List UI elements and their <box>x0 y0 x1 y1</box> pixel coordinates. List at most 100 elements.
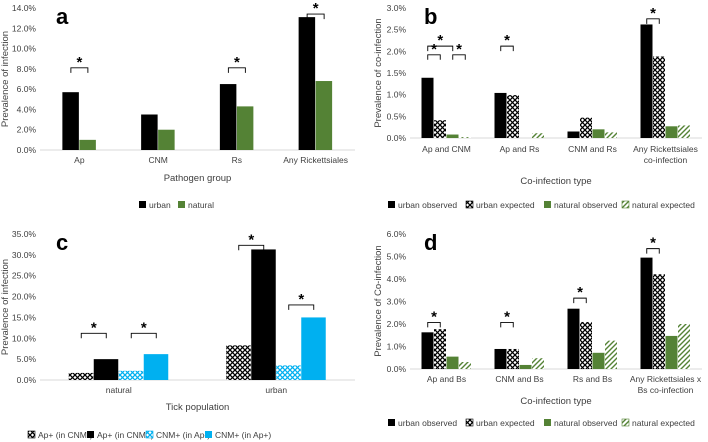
y-tick-label: 2.0% <box>387 46 407 56</box>
category-label: Bs co-infection <box>638 385 694 395</box>
significance-bracket <box>227 67 246 73</box>
bar-ap-in-cnm- <box>251 249 276 380</box>
category-label: Any Rickettsiales <box>283 155 348 165</box>
legend-label: urban expected <box>476 418 535 428</box>
bar-natural <box>79 139 96 150</box>
significance-star: * <box>437 32 443 49</box>
legend-swatch <box>388 201 395 208</box>
bar-urban-observed <box>494 348 507 369</box>
y-axis-label: Prevalence of infection <box>0 31 11 127</box>
bar-urban-expected <box>434 120 446 138</box>
legend-label: Ap+ (in CNM-) <box>38 430 93 440</box>
legend-label: CNM+ (in Ap-) <box>156 430 210 440</box>
bar-urban-observed <box>567 308 580 369</box>
legend-swatch <box>465 418 474 427</box>
y-tick-label: 1.0% <box>387 90 407 100</box>
bar-natural-observed <box>592 129 605 138</box>
legend-label: natural observed <box>554 200 618 210</box>
y-tick-label: 5.0% <box>17 354 37 364</box>
y-tick-label: 15.0% <box>12 312 37 322</box>
bar-natural-observed <box>519 364 532 369</box>
bar-urban-expected <box>507 95 519 138</box>
y-tick-label: 12.0% <box>12 23 37 33</box>
significance-star: * <box>504 308 510 325</box>
bar-natural-expected <box>459 362 471 369</box>
significance-bracket <box>500 321 514 328</box>
y-tick-label: 35.0% <box>12 229 37 239</box>
significance-star: * <box>577 284 583 301</box>
y-tick-label: 0.0% <box>17 145 37 155</box>
bar-urban <box>141 114 158 150</box>
bar-ap-in-cnm- <box>68 372 94 380</box>
legend-label: CNM+ (in Ap+) <box>215 430 271 440</box>
y-tick-label: 2.5% <box>387 25 407 35</box>
significance-bracket <box>573 297 587 304</box>
legend-swatch <box>544 201 551 208</box>
legend-label: natural <box>188 200 214 210</box>
bar-natural <box>158 129 175 150</box>
category-label: Ap and CNM <box>422 144 471 154</box>
y-tick-label: 5.0% <box>387 252 407 262</box>
bar-urban-expected <box>653 274 665 369</box>
y-tick-label: 0.5% <box>387 111 407 121</box>
category-label: Any Rickettsiales <box>633 144 698 154</box>
x-axis-label: Co-infection type <box>520 176 591 187</box>
significance-star: * <box>431 308 437 325</box>
significance-star: * <box>650 5 656 22</box>
legend-label: natural observed <box>554 418 618 428</box>
legend-swatch <box>621 418 630 427</box>
bar-natural-expected <box>678 324 690 369</box>
category-label: Ap <box>74 155 85 165</box>
bar-natural-expected <box>605 340 617 369</box>
y-tick-label: 2.0% <box>387 319 407 329</box>
panel-c-chart: 0.0% 5.0% 10.0% 15.0% 20.0% 25.0% 30.0% 35.0% na… <box>0 229 355 440</box>
y-tick-label: 25.0% <box>12 271 37 281</box>
significance-star: * <box>456 41 462 58</box>
category-label: Rs <box>232 155 242 165</box>
bar-natural-observed <box>446 134 459 138</box>
legend-swatch <box>205 431 212 438</box>
category-label: Rs and Bs <box>573 374 612 384</box>
panel-label: d <box>424 230 437 255</box>
significance-bracket <box>427 45 454 52</box>
category-label: natural <box>106 385 132 395</box>
y-tick-label: 6.0% <box>17 84 37 94</box>
y-tick-label: 2.0% <box>17 125 37 135</box>
bar-urban-observed <box>640 24 653 138</box>
significance-star: * <box>504 32 510 49</box>
y-tick-label: 0.0% <box>17 375 37 385</box>
x-axis-label: Pathogen group <box>164 173 232 184</box>
panel-label: a <box>56 4 69 29</box>
bar-urban-observed <box>567 131 580 138</box>
bar-natural-expected <box>459 137 471 138</box>
legend-swatch <box>139 201 146 208</box>
x-axis-label: Co-infection type <box>520 396 591 407</box>
significance-bracket <box>288 304 315 310</box>
category-label: Ap and Bs <box>427 374 466 384</box>
bar-natural-observed <box>592 352 605 369</box>
significance-star: * <box>313 0 319 17</box>
panel-label: c <box>56 230 68 255</box>
significance-bracket <box>80 332 107 339</box>
significance-bracket <box>427 54 441 60</box>
bar-urban-expected <box>507 348 519 369</box>
bar-cnm-in-ap- <box>301 317 326 380</box>
category-label: CNM <box>148 155 167 165</box>
y-tick-label: 8.0% <box>17 64 37 74</box>
significance-star: * <box>141 319 147 336</box>
bar-ap-in-cnm- <box>93 359 119 380</box>
legend-label: Ap+ (in CNM+) <box>97 430 154 440</box>
y-tick-label: 10.0% <box>12 44 37 54</box>
legend-swatch <box>621 200 630 209</box>
legend-label: urban observed <box>398 418 457 428</box>
significance-bracket <box>427 321 441 328</box>
y-tick-label: 0.0% <box>387 133 407 143</box>
significance-star: * <box>91 319 97 336</box>
significance-bracket <box>130 332 157 339</box>
y-tick-label: 1.5% <box>387 68 407 78</box>
panel-a-chart: 0.0% 2.0% 4.0% 6.0% 8.0% 10.0% 12.0% 14.0% Ap CNM… <box>0 0 355 210</box>
legend-label: urban <box>149 200 171 210</box>
y-tick-label: 14.0% <box>12 3 37 13</box>
y-axis-label: Prevalence of Co-infection <box>373 245 384 356</box>
category-label: urban <box>265 385 287 395</box>
